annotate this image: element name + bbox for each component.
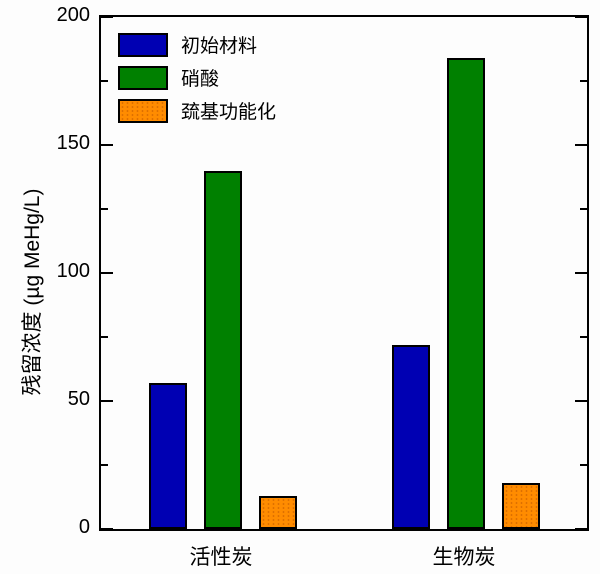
bar-活性炭-初始材料 <box>149 383 187 529</box>
y-tick-25 <box>580 464 587 466</box>
y-tick-175 <box>580 80 587 82</box>
y-tick-200 <box>575 16 587 18</box>
y-tick-100 <box>101 272 113 274</box>
legend-swatch-硝酸 <box>118 65 168 90</box>
legend: 初始材料硝酸巯基功能化 <box>118 31 276 130</box>
y-tick-150 <box>575 144 587 146</box>
legend-row: 巯基功能化 <box>118 97 276 124</box>
bar-活性炭-巯基功能化 <box>259 496 297 529</box>
legend-label-巯基功能化: 巯基功能化 <box>181 102 277 123</box>
bar-生物炭-初始材料 <box>392 345 430 529</box>
plot-area: 初始材料硝酸巯基功能化 <box>99 15 589 531</box>
y-tick-label-200: 200 <box>56 4 90 26</box>
y-tick-label-0: 0 <box>78 516 90 538</box>
y-tick-75 <box>580 336 587 338</box>
legend-row: 硝酸 <box>118 64 276 91</box>
legend-label-初始材料: 初始材料 <box>181 36 258 57</box>
legend-row: 初始材料 <box>118 31 276 58</box>
y-tick-50 <box>575 400 587 402</box>
y-tick-75 <box>101 336 108 338</box>
y-axis-title: 残留浓度 (µg MeHg/L) <box>21 188 44 396</box>
y-tick-200 <box>101 16 113 18</box>
y-tick-125 <box>101 208 108 210</box>
y-tick-150 <box>101 144 113 146</box>
y-tick-0 <box>575 528 587 530</box>
x-category-label-活性炭: 活性炭 <box>189 546 253 569</box>
y-tick-50 <box>101 400 113 402</box>
x-category-label-生物炭: 生物炭 <box>432 546 496 569</box>
y-tick-100 <box>575 272 587 274</box>
y-tick-0 <box>101 528 113 530</box>
legend-label-硝酸: 硝酸 <box>181 69 220 90</box>
y-tick-125 <box>580 208 587 210</box>
legend-swatch-初始材料 <box>118 32 168 57</box>
y-tick-label-150: 150 <box>56 132 90 154</box>
bar-活性炭-硝酸 <box>204 171 242 529</box>
bar-生物炭-硝酸 <box>447 58 485 529</box>
legend-swatch-巯基功能化 <box>118 98 168 123</box>
y-tick-label-100: 100 <box>56 260 90 282</box>
y-tick-175 <box>101 80 108 82</box>
y-tick-label-50: 50 <box>67 388 90 410</box>
y-tick-25 <box>101 464 108 466</box>
bar-生物炭-巯基功能化 <box>502 483 540 529</box>
